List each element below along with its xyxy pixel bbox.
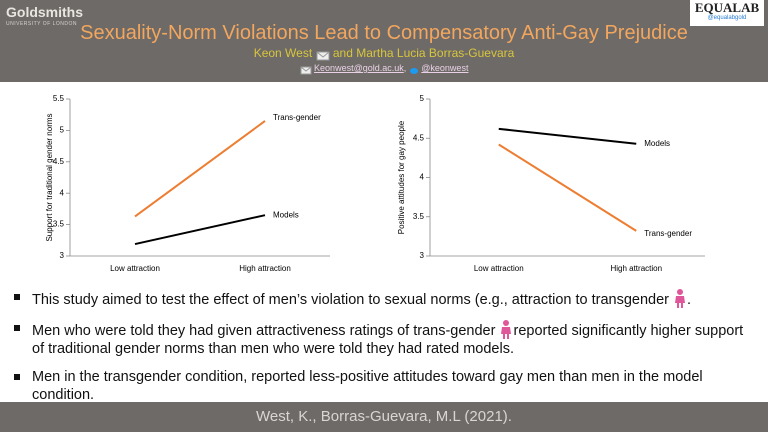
x-tick-label: High attraction [239, 264, 291, 273]
bullet-list: This study aimed to test the effect of m… [14, 288, 754, 414]
badge-handle: @equalabgold [707, 15, 747, 21]
bullet: Men in the transgender condition, report… [14, 368, 754, 404]
bullet: Men who were told they had given attract… [14, 319, 754, 358]
bullet-text: This study aimed to test the effect of m… [32, 292, 669, 308]
y-tick-label: 4.5 [413, 133, 425, 142]
badge-name: EQUALAB [694, 0, 760, 15]
series-label: Models [273, 210, 299, 219]
bullet-text: Men in the transgender condition, report… [32, 369, 703, 403]
series-line [134, 120, 266, 218]
bullet-text: Men who were told they had given attract… [32, 323, 496, 339]
contact: Keonwest@gold.ac.uk, @keonwest [0, 63, 768, 75]
y-axis-label: Support for traditional gender norms [45, 113, 54, 241]
x-tick-label: High attraction [610, 264, 662, 273]
footer: West, K., Borras-Guevara, M.L (2021). [0, 402, 768, 432]
y-tick-label: 5 [60, 126, 65, 135]
author: and Martha Lucia Borras-Guevara [332, 46, 515, 60]
bullet: This study aimed to test the effect of m… [14, 288, 754, 309]
series-label: Trans-gender [644, 229, 692, 238]
author: Keon West [253, 46, 313, 60]
y-tick-label: 3.5 [53, 220, 65, 229]
transgender-icon [675, 289, 686, 308]
transgender-icon [501, 320, 512, 339]
badge: EQUALAB @equalabgold [690, 0, 764, 26]
y-axis-label: Positive attitudes for gay people [397, 120, 406, 234]
series-line [498, 127, 637, 145]
twitter-icon [409, 68, 418, 74]
title: Sexuality-Norm Violations Lead to Compen… [80, 22, 688, 44]
bullet-text: . [687, 292, 692, 308]
series-label: Models [644, 139, 670, 148]
x-tick-label: Low attraction [110, 264, 160, 273]
email[interactable]: Keonwest@gold.ac.uk [314, 63, 404, 73]
y-tick-label: 4.5 [53, 157, 65, 166]
header: Goldsmiths UNIVERSITY OF LONDON EQUALAB … [0, 0, 768, 82]
series-line [134, 214, 266, 246]
y-tick-label: 4 [60, 188, 65, 197]
series-label: Trans-gender [273, 113, 321, 122]
x-tick-label: Low attraction [474, 264, 524, 273]
y-tick-label: 5.5 [53, 94, 65, 103]
authors: Keon West and Martha Lucia Borras-Guevar… [0, 46, 768, 61]
series-line [498, 143, 637, 232]
y-tick-label: 3 [60, 251, 65, 260]
y-tick-label: 5 [420, 94, 425, 103]
email-icon [300, 66, 312, 75]
y-tick-label: 3.5 [413, 212, 425, 221]
email-icon [316, 51, 330, 61]
logo: Goldsmiths [6, 4, 84, 20]
logo-subtitle: UNIVERSITY OF LONDON [6, 21, 78, 27]
bullet-text: reported significantly higher support of… [32, 323, 744, 357]
twitter[interactable]: @keonwest [421, 63, 469, 73]
y-tick-label: 4 [420, 173, 425, 182]
y-tick-label: 3 [420, 251, 425, 260]
